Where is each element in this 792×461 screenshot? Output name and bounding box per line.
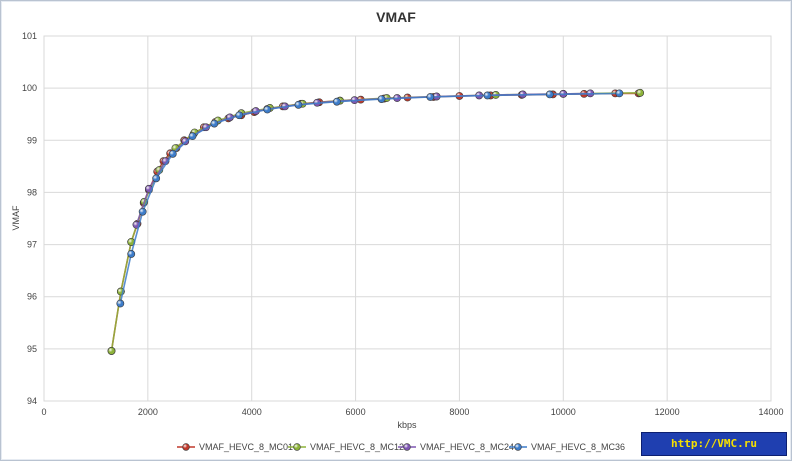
legend-item: VMAF_HEVC_8_MC01 bbox=[177, 442, 293, 452]
legend-marker bbox=[293, 443, 301, 451]
plot-area bbox=[43, 35, 772, 402]
data-point bbox=[181, 137, 190, 146]
data-point bbox=[210, 119, 219, 128]
x-tick-label: 14000 bbox=[758, 407, 783, 417]
legend-marker bbox=[182, 443, 190, 451]
legend-label: VMAF_HEVC_8_MC36 bbox=[531, 442, 625, 452]
x-tick-label: 10000 bbox=[551, 407, 576, 417]
data-point bbox=[168, 149, 177, 158]
grid bbox=[43, 35, 772, 402]
y-tick-label: 100 bbox=[22, 83, 37, 93]
chart-title: VMAF bbox=[376, 9, 416, 25]
y-tick-label: 101 bbox=[22, 31, 37, 41]
legend: VMAF_HEVC_8_MC01 VMAF_HEVC_8_MC12 VMAF_HEV… bbox=[177, 442, 625, 452]
data-point bbox=[545, 90, 554, 99]
data-point bbox=[235, 111, 244, 120]
data-point bbox=[377, 95, 386, 103]
data-point bbox=[294, 100, 303, 109]
data-point bbox=[138, 207, 147, 216]
x-axis-label: kbps bbox=[397, 420, 417, 430]
series-vmaf-hevc-8-mc01 bbox=[107, 89, 643, 355]
legend-label: VMAF_HEVC_8_MC01 bbox=[199, 442, 293, 452]
legend-label: VMAF_HEVC_8_MC24 bbox=[420, 442, 514, 452]
data-point bbox=[636, 88, 645, 97]
y-tick-label: 95 bbox=[27, 344, 37, 354]
y-tick-label: 97 bbox=[27, 240, 37, 250]
x-tick-label: 4000 bbox=[242, 407, 262, 417]
series-line bbox=[119, 92, 620, 304]
legend-item: VMAF_HEVC_8_MC12 bbox=[288, 442, 404, 452]
x-tick-label: 12000 bbox=[655, 407, 680, 417]
x-tick-label: 8000 bbox=[449, 407, 469, 417]
series-vmaf-hevc-8-mc24 bbox=[132, 89, 595, 229]
data-point bbox=[152, 174, 161, 183]
legend-label: VMAF_HEVC_8_MC12 bbox=[310, 442, 404, 452]
x-tick-label: 2000 bbox=[138, 407, 158, 417]
series-vmaf-hevc-8-mc36 bbox=[116, 89, 624, 308]
data-point bbox=[332, 97, 341, 106]
legend-item: VMAF_HEVC_8_MC24 bbox=[398, 442, 514, 452]
tick-labels: 94 95 96 97 98 99 100 101 0 2000 4000 6000 8000 10000… bbox=[22, 31, 784, 417]
data-point bbox=[615, 89, 624, 98]
data-point bbox=[188, 132, 197, 141]
series bbox=[107, 88, 645, 355]
x-tick-label: 6000 bbox=[346, 407, 366, 417]
legend-marker bbox=[403, 443, 411, 451]
data-point bbox=[426, 93, 435, 101]
data-point bbox=[116, 299, 125, 308]
y-tick-label: 99 bbox=[27, 135, 37, 145]
series-line bbox=[135, 92, 591, 226]
legend-marker bbox=[514, 443, 522, 451]
y-axis-label: VMAF bbox=[11, 205, 21, 231]
y-tick-label: 96 bbox=[27, 292, 37, 302]
data-point bbox=[263, 105, 272, 114]
data-point bbox=[107, 347, 116, 355]
y-tick-label: 98 bbox=[27, 187, 37, 197]
watermark-logo: http://VMC.ru bbox=[641, 432, 787, 456]
data-point bbox=[127, 250, 136, 258]
y-tick-label: 94 bbox=[27, 396, 37, 406]
data-point bbox=[483, 91, 492, 100]
x-tick-label: 0 bbox=[41, 407, 46, 417]
legend-item: VMAF_HEVC_8_MC36 bbox=[509, 442, 625, 452]
